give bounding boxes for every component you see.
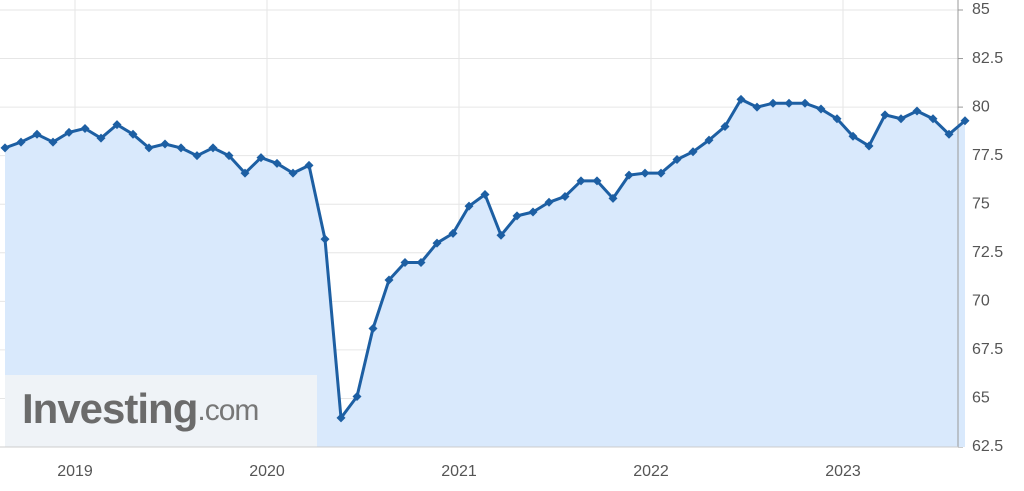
marker [528,207,538,217]
marker [256,153,266,163]
marker [800,98,810,108]
marker [80,123,90,133]
x-tick-label: 2020 [249,463,285,480]
marker [0,143,10,153]
marker [32,129,42,139]
marker [272,158,282,168]
marker [496,230,506,240]
marker [640,168,650,178]
marker [784,98,794,108]
marker [944,129,954,139]
marker [352,392,362,402]
watermark: Investing.com [22,385,258,432]
marker [512,211,522,221]
marker [688,147,698,157]
marker [608,193,618,203]
marker [288,168,298,178]
marker [704,135,714,145]
marker [192,151,202,161]
marker [960,116,970,126]
y-tick-label: 77.5 [972,147,1003,164]
marker [144,143,154,153]
marker [432,238,442,248]
x-tick-label: 2022 [633,463,669,480]
marker [544,197,554,207]
y-tick-label: 75 [972,195,990,212]
marker [240,168,250,178]
marker [864,141,874,151]
marker [160,139,170,149]
x-tick-label: 2019 [57,463,93,480]
marker [656,168,666,178]
marker [464,201,474,211]
marker [128,129,138,139]
marker [592,176,602,186]
marker [448,228,458,238]
watermark-suffix: .com [197,394,258,427]
marker [576,176,586,186]
x-tick-label: 2023 [825,463,861,480]
marker [320,234,330,244]
marker [304,160,314,170]
marker [112,120,122,130]
marker [176,143,186,153]
watermark-box [5,375,317,447]
marker [672,155,682,165]
area [5,99,965,447]
marker [416,257,426,267]
marker [384,275,394,285]
y-tick-label: 67.5 [972,341,1003,358]
marker [816,104,826,114]
y-tick-label: 72.5 [972,244,1003,261]
marker [832,114,842,124]
marker [624,170,634,180]
x-tick-label: 2021 [441,463,477,480]
marker [752,102,762,112]
y-tick-label: 65 [972,390,990,407]
marker [48,137,58,147]
marker [480,190,490,200]
y-tick-label: 82.5 [972,50,1003,67]
marker [400,257,410,267]
marker [16,137,26,147]
marker [208,143,218,153]
y-tick-label: 70 [972,293,990,310]
marker [768,98,778,108]
marker [368,324,378,334]
marker [560,191,570,201]
marker [64,127,74,137]
marker [912,106,922,116]
y-tick-label: 80 [972,98,990,115]
marker [720,122,730,132]
marker [336,413,346,423]
marker [896,114,906,124]
marker [736,94,746,104]
y-tick-label: 85 [972,1,990,18]
marker [928,114,938,124]
y-tick-label: 62.5 [972,438,1003,455]
watermark-brand: Investing [22,385,197,432]
marker [96,133,106,143]
marker [880,110,890,120]
marker [848,131,858,141]
marker [224,151,234,161]
